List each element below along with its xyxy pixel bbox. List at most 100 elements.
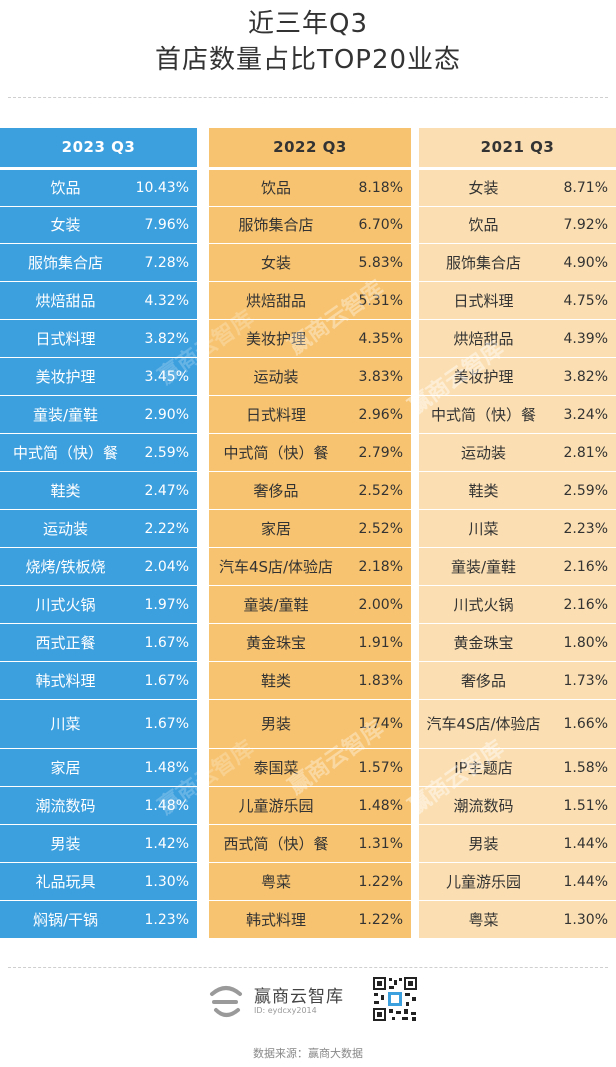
category-name: 男装 (468, 834, 499, 853)
table-row: 鞋类 1.83% (209, 661, 411, 699)
table-row: 焖锅/干锅 1.23% (0, 900, 197, 938)
category-name: 烧烤/铁板烧 (25, 557, 106, 576)
category-percentage: 2.52% (358, 520, 403, 537)
table-row: 饮品 10.43% (0, 169, 197, 206)
table-row: 烧烤/铁板烧 2.04% (0, 547, 197, 585)
category-name: 运动装 (253, 367, 299, 386)
table-row: 烘焙甜品 4.32% (0, 281, 197, 319)
column-2021-q3: 2021 Q3 女装 8.71% 饮品 7.92% 服饰集合店 4.90% 日式料理 4.75… (419, 128, 616, 938)
category-name: 奢侈品 (460, 671, 506, 690)
category-percentage: 4.35% (358, 330, 403, 347)
category-name: 饮品 (260, 179, 291, 197)
data-source: 数据来源：赢商大数据 (253, 1047, 363, 1060)
category-name: 黄金珠宝 (245, 633, 306, 652)
chart-title: 近三年Q3 首店数量占比TOP20业态 (0, 0, 616, 98)
category-percentage: 7.92% (563, 217, 608, 233)
category-name: 男装 (50, 834, 81, 853)
table-row: 运动装 2.81% (419, 433, 616, 471)
category-percentage: 1.67% (144, 716, 189, 732)
table-row: 家居 2.52% (209, 509, 411, 547)
category-name: 汽车4S店/体验店 (426, 715, 541, 733)
category-name: 西式简（快）餐 (223, 834, 329, 853)
category-name: 奢侈品 (253, 481, 299, 500)
category-name: 汽车4S店/体验店 (218, 557, 334, 576)
category-name: 饮品 (468, 216, 499, 234)
category-percentage: 7.28% (144, 254, 189, 271)
table-row: 黄金珠宝 1.80% (419, 623, 616, 661)
category-percentage: 2.00% (358, 596, 403, 613)
category-percentage: 2.18% (358, 558, 403, 575)
category-name: 中式简（快）餐 (223, 443, 329, 462)
column-2022-q3: 2022 Q3 饮品 8.18% 服饰集合店 6.70% 女装 5.83% 烘焙甜品 5.31… (209, 128, 411, 938)
category-name: 西式正餐 (35, 633, 96, 652)
category-name: 运动装 (42, 519, 88, 538)
category-name: 家居 (260, 519, 291, 538)
category-percentage: 1.91% (358, 634, 403, 651)
table-row: 中式简（快）餐 2.59% (0, 433, 197, 471)
table-row: IP主题店 1.58% (419, 748, 616, 786)
category-name: 儿童游乐园 (445, 872, 521, 891)
table-row: 黄金珠宝 1.91% (209, 623, 411, 661)
category-name: 川式火锅 (35, 595, 96, 614)
category-name: 川菜 (50, 715, 81, 733)
category-percentage: 5.83% (358, 254, 403, 271)
category-percentage: 1.73% (563, 672, 608, 689)
category-name: 烘焙甜品 (245, 291, 306, 310)
table-row: 川式火锅 2.16% (419, 585, 616, 623)
category-name: 烘焙甜品 (453, 329, 514, 348)
category-percentage: 1.48% (144, 797, 189, 814)
category-percentage: 1.74% (358, 716, 403, 732)
column-rows: 女装 8.71% 饮品 7.92% 服饰集合店 4.90% 日式料理 4.75% 烘焙甜品 4.3… (419, 169, 616, 938)
category-name: 童装/童鞋 (450, 557, 517, 576)
category-percentage: 1.83% (358, 672, 403, 689)
table-row: 男装 1.44% (419, 824, 616, 862)
table-row: 日式料理 4.75% (419, 281, 616, 319)
category-name: 家居 (50, 758, 81, 777)
category-percentage: 6.70% (358, 217, 403, 233)
table-row: 川式火锅 1.97% (0, 585, 197, 623)
category-percentage: 1.23% (144, 911, 189, 928)
table-row: 饮品 8.18% (209, 169, 411, 206)
table-row: 西式简（快）餐 1.31% (209, 824, 411, 862)
column-header: 2022 Q3 (209, 128, 411, 167)
category-percentage: 10.43% (135, 180, 189, 196)
table-row: 美妆护理 3.45% (0, 357, 197, 395)
category-percentage: 1.30% (144, 873, 189, 890)
category-name: 潮流数码 (35, 796, 96, 815)
category-name: 童装/童鞋 (32, 405, 99, 424)
category-percentage: 3.83% (358, 368, 403, 385)
category-name: 日式料理 (35, 329, 96, 348)
table-row: 饮品 7.92% (419, 206, 616, 243)
category-name: 童装/童鞋 (243, 595, 309, 614)
category-name: 美妆护理 (245, 329, 306, 348)
table-row: 鞋类 2.47% (0, 471, 197, 509)
category-percentage: 3.24% (563, 406, 608, 423)
category-name: 川式火锅 (453, 595, 514, 614)
category-percentage: 4.75% (563, 292, 608, 309)
category-name: 黄金珠宝 (453, 633, 514, 652)
category-percentage: 3.82% (563, 368, 608, 385)
table-row: 运动装 2.22% (0, 509, 197, 547)
table-row: 日式料理 2.96% (209, 395, 411, 433)
table-row: 服饰集合店 7.28% (0, 243, 197, 281)
category-percentage: 1.44% (563, 873, 608, 890)
category-name: 日式料理 (245, 405, 306, 424)
category-percentage: 1.51% (563, 797, 608, 814)
table-row: 美妆护理 4.35% (209, 319, 411, 357)
column-header: 2023 Q3 (0, 128, 197, 167)
divider-top (8, 97, 608, 98)
category-percentage: 3.82% (144, 330, 189, 347)
table-row: 粤菜 1.30% (419, 900, 616, 938)
category-name: 中式简（快）餐 (12, 443, 118, 462)
category-name: 服饰集合店 (445, 253, 521, 272)
category-percentage: 1.42% (144, 835, 189, 852)
category-name: 烘焙甜品 (35, 291, 96, 310)
table-row: 家居 1.48% (0, 748, 197, 786)
category-name: IP主题店 (454, 758, 513, 777)
table-row: 汽车4S店/体验店 1.66% (419, 699, 616, 748)
category-name: 焖锅/干锅 (32, 910, 99, 929)
title-line-1: 近三年Q3 (247, 9, 368, 39)
column-rows: 饮品 8.18% 服饰集合店 6.70% 女装 5.83% 烘焙甜品 5.31% 美妆护理 4.3… (209, 169, 411, 938)
category-percentage: 2.79% (358, 444, 403, 461)
table-row: 儿童游乐园 1.48% (209, 786, 411, 824)
